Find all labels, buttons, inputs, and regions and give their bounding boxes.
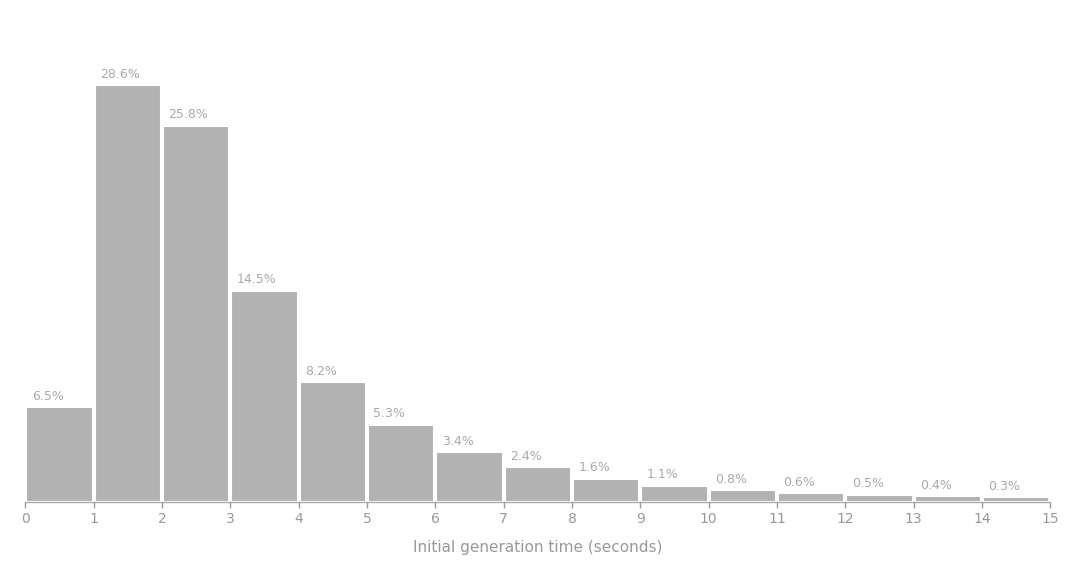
Bar: [436, 452, 502, 502]
Bar: [299, 382, 366, 502]
Text: 0.3%: 0.3%: [988, 480, 1021, 493]
Text: 25.8%: 25.8%: [168, 108, 208, 122]
Text: 1.6%: 1.6%: [579, 461, 610, 474]
Bar: [642, 486, 707, 502]
Text: 3.4%: 3.4%: [442, 435, 473, 448]
Bar: [573, 479, 639, 502]
Bar: [504, 467, 571, 502]
Bar: [163, 126, 229, 502]
Text: 2.4%: 2.4%: [510, 449, 542, 463]
Text: 8.2%: 8.2%: [305, 365, 337, 378]
Bar: [983, 498, 1050, 502]
Text: 6.5%: 6.5%: [31, 390, 64, 403]
Text: 0.4%: 0.4%: [920, 479, 953, 492]
Bar: [368, 425, 434, 502]
Text: 5.3%: 5.3%: [374, 407, 405, 420]
X-axis label: Initial generation time (seconds): Initial generation time (seconds): [413, 540, 662, 555]
Text: 0.8%: 0.8%: [715, 473, 747, 486]
Text: 14.5%: 14.5%: [237, 273, 276, 286]
Bar: [26, 407, 93, 502]
Text: 0.6%: 0.6%: [783, 476, 815, 489]
Bar: [95, 85, 161, 502]
Bar: [847, 495, 913, 502]
Text: 1.1%: 1.1%: [647, 468, 678, 482]
Text: 28.6%: 28.6%: [100, 67, 139, 81]
Bar: [231, 290, 298, 502]
Text: 0.5%: 0.5%: [852, 477, 883, 490]
Bar: [778, 493, 845, 502]
Bar: [915, 496, 981, 502]
Bar: [710, 490, 775, 502]
